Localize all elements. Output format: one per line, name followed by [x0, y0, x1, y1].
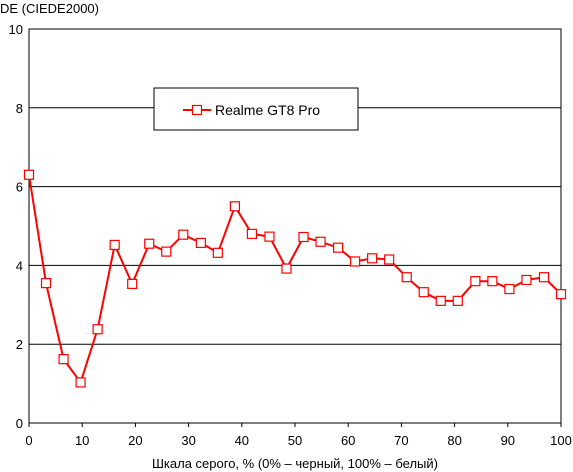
- x-tick-label: 70: [394, 433, 408, 448]
- data-point: [452, 295, 463, 306]
- data-point: [350, 256, 361, 267]
- data-point: [332, 242, 344, 253]
- x-axis-title: Шкала серого, % (0% – черный, 100% – бел…: [152, 456, 438, 471]
- data-point: [435, 295, 446, 306]
- x-tick-label: 50: [288, 433, 302, 448]
- data-point: [178, 229, 189, 240]
- y-axis-title: DE (CIEDE2000): [0, 1, 99, 16]
- y-tick-label: 4: [16, 258, 23, 273]
- x-tick-label: 90: [501, 433, 515, 448]
- data-point: [281, 263, 292, 274]
- x-tick-label: 0: [25, 433, 32, 448]
- data-point: [418, 287, 429, 298]
- data-point: [144, 238, 155, 249]
- x-tick-label: 40: [235, 433, 249, 448]
- legend: Realme GT8 Pro: [153, 87, 359, 131]
- data-point: [538, 272, 550, 283]
- y-tick-label: 10: [9, 22, 23, 37]
- data-point: [229, 201, 240, 212]
- y-tick-label: 0: [16, 416, 23, 431]
- data-point: [58, 354, 69, 365]
- x-tick-label: 30: [181, 433, 195, 448]
- data-point: [127, 278, 138, 290]
- x-tick-label: 20: [128, 433, 142, 448]
- legend-marker-swatch: [191, 104, 203, 116]
- x-tick-label: 100: [550, 433, 572, 448]
- x-tick-label: 60: [341, 433, 355, 448]
- y-tick-label: 6: [16, 180, 23, 195]
- legend-label: Realme GT8 Pro: [215, 102, 320, 118]
- data-point: [23, 169, 35, 180]
- y-tick-label: 2: [16, 337, 23, 352]
- data-point: [487, 276, 498, 287]
- data-point: [92, 324, 103, 335]
- data-point: [212, 247, 223, 258]
- data-point: [246, 228, 258, 239]
- data-point: [75, 377, 86, 388]
- data-point: [470, 276, 481, 287]
- data-point: [384, 254, 395, 265]
- data-point: [315, 236, 326, 247]
- data-point: [401, 272, 412, 283]
- data-point: [555, 289, 567, 300]
- data-point: [109, 239, 120, 251]
- data-point: [195, 237, 206, 249]
- data-point: [521, 274, 532, 286]
- x-tick-label: 10: [75, 433, 89, 448]
- data-point: [504, 283, 515, 295]
- data-point: [161, 246, 172, 257]
- data-point: [367, 253, 378, 264]
- y-tick-label: 8: [16, 101, 23, 116]
- x-tick-label: 80: [447, 433, 461, 448]
- x-axis-ticks: 0 10 20 30 40 50 60 70 80 90 100: [25, 423, 572, 448]
- series-line: [28, 174, 562, 384]
- data-point: [264, 231, 275, 242]
- series-layer: [23, 169, 567, 388]
- data-point: [40, 278, 52, 289]
- data-point: [298, 231, 309, 243]
- y-axis-ticks: 0 2 4 6 8 10: [9, 22, 23, 431]
